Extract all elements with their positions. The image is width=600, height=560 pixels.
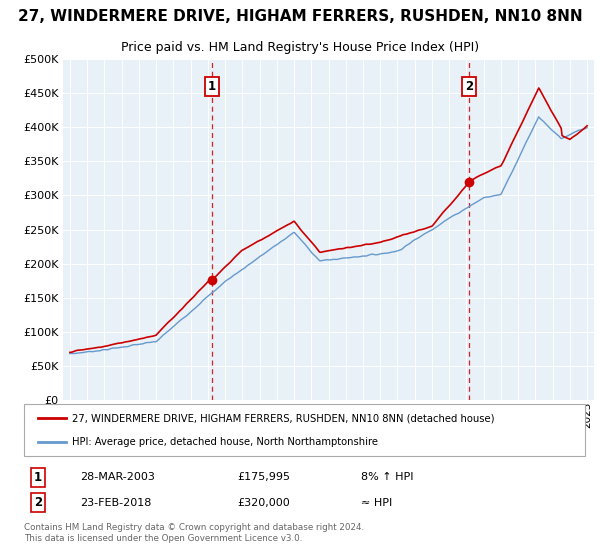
Text: 1: 1: [208, 80, 216, 92]
Text: Contains HM Land Registry data © Crown copyright and database right 2024.
This d: Contains HM Land Registry data © Crown c…: [24, 523, 364, 543]
Text: ≈ HPI: ≈ HPI: [361, 498, 392, 507]
Text: 27, WINDERMERE DRIVE, HIGHAM FERRERS, RUSHDEN, NN10 8NN (detached house): 27, WINDERMERE DRIVE, HIGHAM FERRERS, RU…: [71, 413, 494, 423]
Text: Price paid vs. HM Land Registry's House Price Index (HPI): Price paid vs. HM Land Registry's House …: [121, 41, 479, 54]
Text: 1: 1: [34, 471, 42, 484]
Text: HPI: Average price, detached house, North Northamptonshire: HPI: Average price, detached house, Nort…: [71, 437, 377, 447]
Text: 23-FEB-2018: 23-FEB-2018: [80, 498, 151, 507]
Text: 27, WINDERMERE DRIVE, HIGHAM FERRERS, RUSHDEN, NN10 8NN: 27, WINDERMERE DRIVE, HIGHAM FERRERS, RU…: [17, 9, 583, 24]
FancyBboxPatch shape: [24, 404, 585, 456]
Text: £175,995: £175,995: [237, 473, 290, 482]
Text: 28-MAR-2003: 28-MAR-2003: [80, 473, 155, 482]
Text: 8% ↑ HPI: 8% ↑ HPI: [361, 473, 413, 482]
Text: £320,000: £320,000: [237, 498, 290, 507]
Text: 2: 2: [465, 80, 473, 92]
Text: 2: 2: [34, 496, 42, 509]
